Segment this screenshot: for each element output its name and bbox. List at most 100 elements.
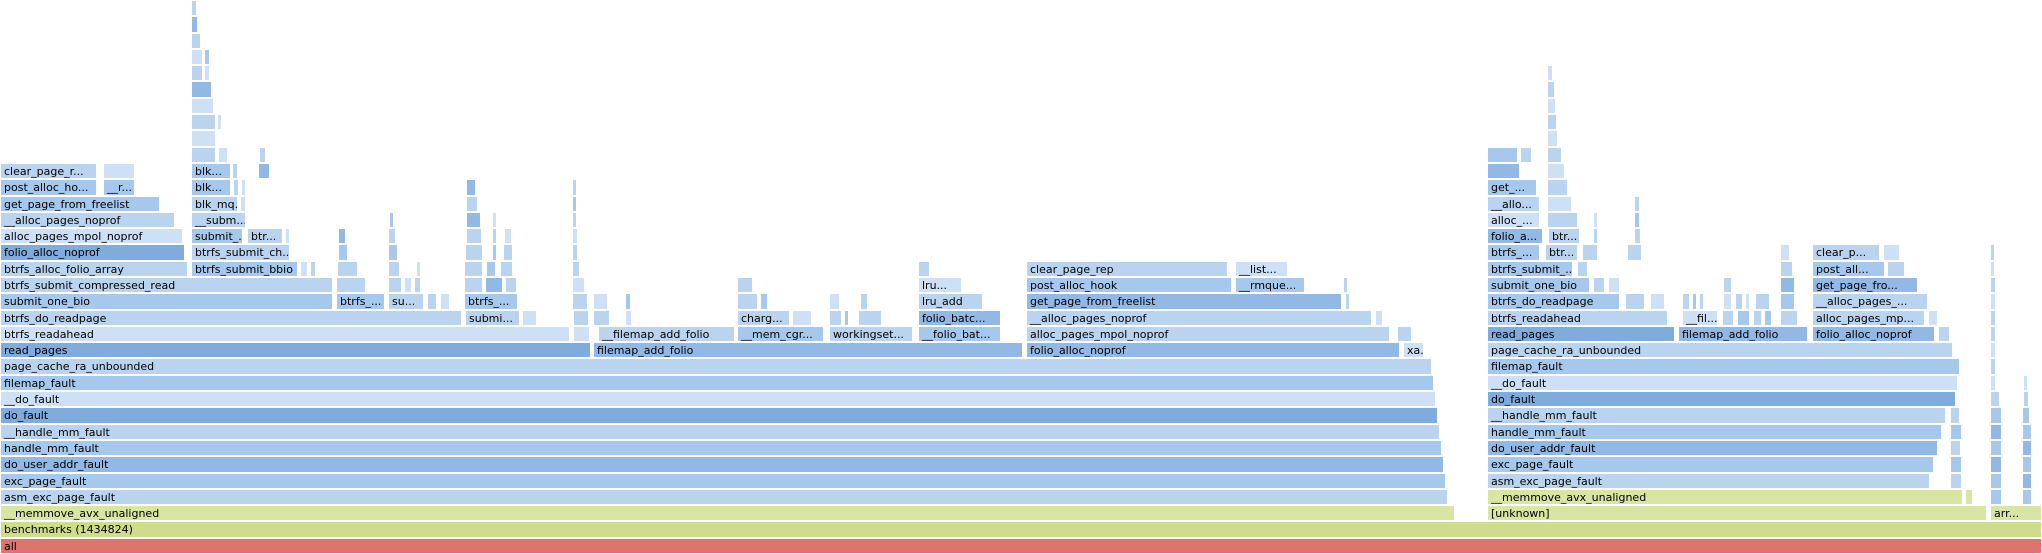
frame-box[interactable] bbox=[500, 260, 513, 277]
frame-__mem_cgr[interactable]: __mem_cgr... bbox=[737, 325, 824, 343]
frame-box[interactable] bbox=[1343, 277, 1348, 294]
frame-box[interactable] bbox=[204, 65, 210, 82]
frame-do_user_addr_fault[interactable]: do_user_addr_fault bbox=[1487, 439, 1938, 457]
frame-box[interactable] bbox=[1780, 309, 1798, 326]
frame-box[interactable] bbox=[572, 260, 580, 277]
frame-box[interactable] bbox=[1780, 277, 1795, 294]
frame-submit_one_bio[interactable]: submit_one_bio bbox=[1487, 277, 1590, 294]
frame-clear_p[interactable]: clear_p... bbox=[1812, 244, 1880, 261]
frame-box[interactable] bbox=[1682, 293, 1690, 310]
frame-clear_page_rep[interactable]: clear_page_rep bbox=[1026, 260, 1228, 277]
frame-box[interactable] bbox=[2022, 456, 2032, 473]
frame-box[interactable] bbox=[241, 179, 246, 196]
frame-box[interactable] bbox=[1634, 228, 1641, 245]
frame-read_pages[interactable]: read_pages bbox=[0, 342, 591, 359]
frame-box[interactable] bbox=[191, 130, 216, 147]
frame-box[interactable] bbox=[191, 81, 212, 98]
frame-box[interactable] bbox=[259, 146, 266, 163]
frame-box[interactable] bbox=[191, 97, 214, 115]
frame-box[interactable] bbox=[1593, 211, 1598, 229]
frame-box[interactable] bbox=[466, 195, 478, 212]
frame-get_page_from_freelist[interactable]: get_page_from_freelist bbox=[0, 195, 160, 212]
frame-box[interactable] bbox=[2023, 391, 2029, 408]
frame-submit_one_bio[interactable]: submit_one_bio bbox=[0, 293, 333, 310]
frame-get_page_fro[interactable]: get_page_fro... bbox=[1812, 277, 1918, 294]
frame-box[interactable] bbox=[1990, 423, 2002, 440]
frame-box[interactable] bbox=[466, 228, 482, 245]
frame-box[interactable] bbox=[285, 228, 290, 245]
frame-box[interactable] bbox=[388, 260, 400, 277]
frame-btrfs_do_readpage[interactable]: btrfs_do_readpage bbox=[0, 309, 462, 326]
frame-box[interactable] bbox=[593, 309, 610, 326]
frame-do_fault[interactable]: do_fault bbox=[1487, 391, 1956, 408]
frame-box[interactable] bbox=[572, 195, 577, 212]
frame-box[interactable] bbox=[572, 211, 577, 229]
frame-box[interactable] bbox=[492, 244, 497, 261]
frame-arr[interactable]: arr... bbox=[1990, 505, 2042, 522]
frame-filemap_fault[interactable]: filemap_fault bbox=[1487, 358, 1960, 375]
frame-__r[interactable]: __r... bbox=[103, 179, 135, 196]
frame-box[interactable] bbox=[844, 309, 849, 326]
frame-box[interactable] bbox=[466, 211, 481, 229]
frame-box[interactable] bbox=[191, 0, 197, 17]
frame-box[interactable] bbox=[737, 277, 753, 294]
frame-folio_a[interactable]: folio_a... bbox=[1487, 228, 1543, 245]
frame-do_fault[interactable]: do_fault bbox=[0, 407, 1438, 424]
frame-box[interactable] bbox=[1950, 423, 1962, 440]
frame-box[interactable] bbox=[522, 309, 537, 326]
frame-box[interactable] bbox=[1723, 293, 1732, 310]
frame-__filemap_add_folio[interactable]: __filemap_add_folio bbox=[598, 325, 735, 343]
frame-box[interactable] bbox=[1547, 97, 1556, 115]
frame-__fil[interactable]: __fil... bbox=[1682, 309, 1718, 326]
frame-box[interactable] bbox=[1547, 146, 1562, 163]
frame-box[interactable] bbox=[1990, 407, 2002, 424]
frame-box[interactable] bbox=[191, 65, 203, 82]
frame-box[interactable] bbox=[1755, 293, 1770, 310]
frame-box[interactable] bbox=[572, 277, 585, 294]
frame-box[interactable] bbox=[573, 309, 589, 326]
frame-box[interactable] bbox=[1547, 162, 1565, 180]
frame-exc_page_fault[interactable]: exc_page_fault bbox=[0, 472, 1446, 489]
frame-box[interactable] bbox=[1582, 244, 1598, 261]
frame-box[interactable] bbox=[1692, 293, 1697, 310]
frame-__rmque[interactable]: __rmque... bbox=[1235, 277, 1305, 294]
frame-box[interactable] bbox=[486, 260, 496, 277]
frame-box[interactable] bbox=[1634, 195, 1640, 212]
frame-btrfs_submit_ch[interactable]: btrfs_submit_ch... bbox=[191, 244, 290, 261]
frame-folio_alloc_noprof[interactable]: folio_alloc_noprof bbox=[1026, 342, 1400, 359]
frame-box[interactable] bbox=[1950, 472, 1962, 489]
frame-benchmarks1434824[interactable]: benchmarks (1434824) bbox=[0, 521, 2042, 538]
frame-box[interactable] bbox=[1375, 309, 1383, 326]
frame-box[interactable] bbox=[416, 260, 421, 277]
frame-btr[interactable]: btr... bbox=[247, 228, 283, 245]
frame-blk[interactable]: blk... bbox=[191, 179, 231, 196]
frame-box[interactable] bbox=[1938, 325, 1950, 343]
frame-__memmove_avx_unaligned[interactable]: __memmove_avx_unaligned bbox=[0, 505, 1455, 522]
frame-box[interactable] bbox=[1593, 228, 1598, 245]
frame-box[interactable] bbox=[1780, 260, 1793, 277]
frame-box[interactable] bbox=[1990, 277, 1996, 294]
frame-box[interactable] bbox=[1990, 244, 1995, 261]
frame-box[interactable] bbox=[2022, 423, 2032, 440]
frame-box[interactable] bbox=[1780, 293, 1795, 310]
frame-box[interactable] bbox=[1990, 358, 1996, 375]
frame-__folio_bat[interactable]: __folio_bat... bbox=[918, 325, 1001, 343]
frame-box[interactable] bbox=[1577, 260, 1588, 277]
frame-box[interactable] bbox=[1520, 146, 1532, 163]
frame-unknown[interactable]: [unknown] bbox=[1487, 505, 1987, 522]
frame-lru[interactable]: lru... bbox=[918, 277, 962, 294]
frame-get_page_from_freelist[interactable]: get_page_from_freelist bbox=[1026, 293, 1342, 310]
frame-box[interactable] bbox=[1627, 244, 1642, 261]
frame-box[interactable] bbox=[593, 293, 608, 310]
frame-box[interactable] bbox=[492, 228, 497, 245]
frame-box[interactable] bbox=[2022, 407, 2030, 424]
frame-box[interactable] bbox=[572, 293, 588, 310]
frame-page_cache_ra_unbounded[interactable]: page_cache_ra_unbounded bbox=[0, 358, 1432, 375]
frame-box[interactable] bbox=[1990, 488, 2002, 506]
frame-box[interactable] bbox=[465, 244, 483, 261]
frame-box[interactable] bbox=[1950, 407, 1960, 424]
frame-box[interactable] bbox=[191, 16, 198, 33]
frame-box[interactable] bbox=[218, 146, 228, 163]
frame-asm_exc_page_fault[interactable]: asm_exc_page_fault bbox=[1487, 472, 1930, 489]
frame-box[interactable] bbox=[1990, 472, 2002, 489]
